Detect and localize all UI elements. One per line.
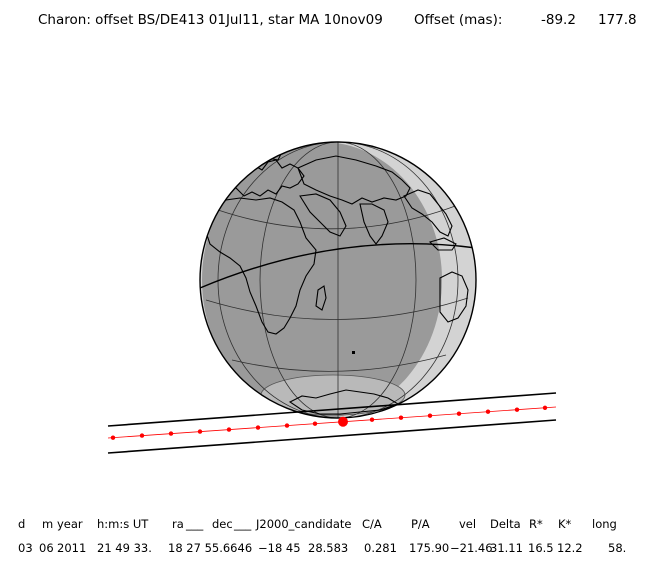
value-dec-seconds: 28.583	[308, 541, 349, 555]
header-k-star: K*	[558, 517, 572, 531]
header-sep-2: ___	[234, 517, 252, 531]
indonesia-coast	[428, 237, 457, 251]
track-dots	[110, 405, 548, 440]
arabia-coast	[299, 193, 347, 237]
value-r-star: 16.5	[528, 541, 554, 555]
closest-approach-dot	[338, 416, 348, 427]
scandinavia-coast	[261, 145, 283, 161]
header-m: m	[42, 517, 54, 531]
header-delta: Delta	[490, 517, 521, 531]
table-header-row: d m year h:m:s UT ra ___ dec ___ J2000_c…	[0, 517, 646, 535]
track-dot	[456, 411, 462, 416]
europe-coast	[227, 159, 305, 197]
track-dot	[284, 423, 290, 428]
parallel-south	[205, 297, 469, 320]
header-hms-ut: h:m:s UT	[97, 517, 149, 531]
coastlines	[205, 145, 469, 415]
value-pa: 175.90	[409, 541, 450, 555]
track-dot	[398, 415, 404, 420]
track-dot	[226, 427, 232, 432]
track-dot	[197, 429, 203, 434]
value-vel: −21.46	[450, 541, 493, 555]
value-d: 03	[18, 541, 33, 555]
africa-coast	[205, 197, 317, 335]
track-dot	[514, 407, 520, 412]
earth-limb-outline	[199, 141, 477, 419]
island-dot	[352, 351, 355, 354]
header-ca: C/A	[362, 517, 382, 531]
offset-ra-value: -89.2	[541, 12, 576, 28]
header-year: year	[57, 517, 83, 531]
header-dec: dec	[212, 517, 233, 531]
value-year: 2011	[57, 541, 87, 555]
header-pa: P/A	[411, 517, 430, 531]
meridian-west	[217, 142, 459, 418]
header-ra: ra	[172, 517, 184, 531]
shadow-north-limit	[107, 392, 557, 427]
header-long: long	[592, 517, 617, 531]
madagascar-coast	[315, 285, 327, 311]
graticule	[205, 142, 469, 418]
track-dot	[542, 405, 548, 410]
header-vel: vel	[459, 517, 477, 531]
header-sep-1: ___	[186, 517, 204, 531]
plot-title: Charon: offset BS/DE413 01Jul11, star MA…	[0, 12, 646, 32]
track-dot	[139, 433, 145, 438]
value-ra: 18 27 55.6646	[168, 541, 253, 555]
track-dot	[427, 413, 433, 418]
track-dot	[168, 431, 174, 436]
header-d: d	[18, 517, 26, 531]
southeast-asia-coast	[403, 189, 453, 237]
asia-coast	[297, 155, 411, 205]
meridian-east	[259, 142, 417, 418]
value-delta: 31.11	[490, 541, 523, 555]
track-dot	[255, 425, 261, 430]
track-dot	[110, 435, 116, 440]
value-dec: −18 45	[258, 541, 301, 555]
india-coast	[359, 203, 389, 245]
shadow-south-limit	[107, 419, 557, 454]
value-m: 06	[39, 541, 54, 555]
track-dot	[312, 421, 318, 426]
parallel-far-south	[231, 354, 447, 372]
antarctica-coast	[288, 389, 400, 415]
value-hms-ut: 21 49 33.	[97, 541, 152, 555]
value-long: 58.	[608, 541, 627, 555]
track-dot	[485, 409, 491, 414]
australia-coast	[439, 271, 469, 323]
track-dot	[369, 417, 375, 422]
offset-dec-value: 177.8	[598, 12, 637, 28]
header-r-star: R*	[529, 517, 543, 531]
shadow-centerline	[107, 406, 557, 439]
earth-night-side	[202, 142, 442, 418]
table-value-row: 03 06 2011 21 49 33. 18 27 55.6646 −18 4…	[0, 541, 646, 559]
value-k-star: 12.2	[557, 541, 583, 555]
parallel-north	[217, 204, 459, 230]
value-ca: 0.281	[364, 541, 397, 555]
offset-label: Offset (mas):	[414, 12, 503, 28]
equator-line	[200, 243, 476, 289]
header-j2000: J2000_candidate	[256, 517, 352, 531]
title-text: Charon: offset BS/DE413 01Jul11, star MA…	[38, 12, 383, 28]
